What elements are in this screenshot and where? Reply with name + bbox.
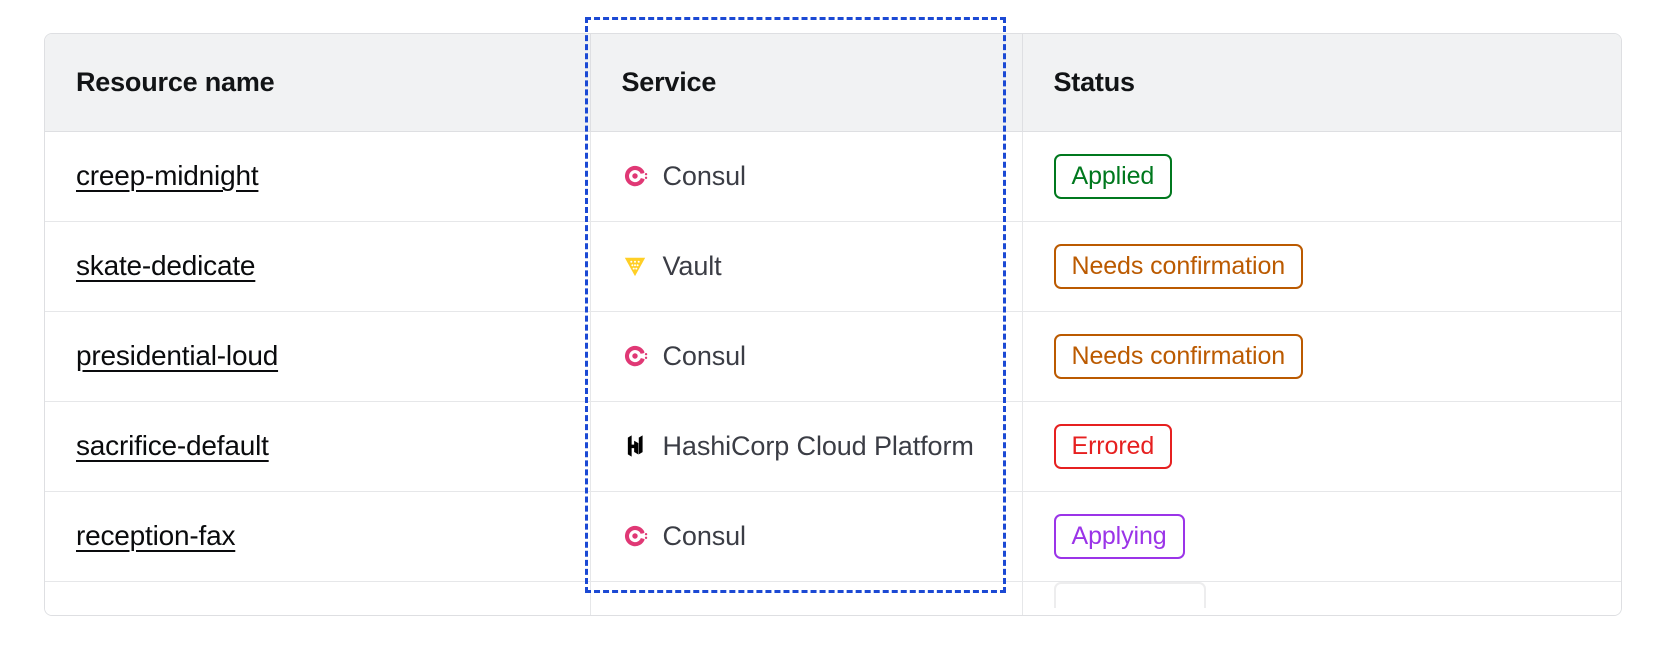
table-header-row: Resource name Service Status bbox=[45, 34, 1621, 132]
vault-icon bbox=[624, 257, 645, 277]
service-value: Consul bbox=[622, 341, 1022, 372]
status-badge-partial bbox=[1053, 581, 1206, 608]
resources-table-container: Resource name Service Status creep-midni… bbox=[44, 33, 1622, 616]
table-row: skate-dedicate bbox=[45, 221, 1621, 312]
table-header: Resource name Service Status bbox=[45, 34, 1621, 132]
cell-service: Vault bbox=[589, 221, 1022, 312]
table-row: creep-midnight Cons bbox=[45, 131, 1621, 222]
table-row-partial bbox=[45, 581, 1621, 615]
service-label: Consul bbox=[662, 160, 747, 191]
cell-service: Consul bbox=[589, 491, 1022, 582]
service-value: Consul bbox=[622, 161, 1022, 192]
status-badge: Needs confirmation bbox=[1053, 333, 1304, 379]
cell-service: Consul bbox=[589, 131, 1022, 222]
service-label: Vault bbox=[662, 250, 722, 281]
column-header-service[interactable]: Service bbox=[589, 34, 1022, 132]
cell-status: Needs confirmation bbox=[1021, 311, 1621, 402]
hashicorp-icon bbox=[627, 435, 643, 457]
cell-status bbox=[1021, 581, 1621, 615]
cell-resource-name: presidential-loud bbox=[45, 311, 590, 402]
column-header-status[interactable]: Status bbox=[1021, 34, 1621, 132]
cell-status: Errored bbox=[1021, 401, 1621, 492]
service-label: HashiCorp Cloud Platform bbox=[662, 430, 974, 461]
cell-status: Applying bbox=[1021, 491, 1621, 582]
resource-name-link[interactable]: creep-midnight bbox=[76, 160, 259, 191]
service-value: Vault bbox=[622, 251, 1022, 282]
service-label: Consul bbox=[662, 520, 747, 551]
status-badge: Errored bbox=[1053, 423, 1173, 469]
consul-icon bbox=[624, 165, 647, 187]
consul-icon bbox=[624, 525, 647, 547]
status-badge: Needs confirmation bbox=[1053, 243, 1304, 289]
cell-status: Applied bbox=[1021, 131, 1621, 222]
status-badge: Applying bbox=[1053, 513, 1185, 559]
cell-resource-name: sacrifice-default bbox=[45, 401, 590, 492]
cell-status: Needs confirmation bbox=[1021, 221, 1621, 312]
table-body: creep-midnight Cons bbox=[45, 131, 1621, 615]
cell-service: HashiCorp Cloud Platform bbox=[589, 401, 1022, 492]
resources-table: Resource name Service Status creep-midni… bbox=[45, 34, 1621, 615]
table-row: presidential-loud C bbox=[45, 311, 1621, 402]
table-row: sacrifice-default HashiCorp Cloud Platfo… bbox=[45, 401, 1621, 492]
resource-name-link[interactable]: sacrifice-default bbox=[76, 430, 269, 461]
consul-icon bbox=[624, 345, 647, 367]
cell-resource-name: creep-midnight bbox=[45, 131, 590, 222]
resource-name-link[interactable]: reception-fax bbox=[76, 520, 236, 551]
status-badge: Applied bbox=[1053, 153, 1173, 199]
cell-service bbox=[589, 581, 1022, 615]
resource-name-link[interactable]: presidential-loud bbox=[76, 340, 279, 371]
cell-resource-name: reception-fax bbox=[45, 491, 590, 582]
service-value: HashiCorp Cloud Platform bbox=[622, 431, 1022, 462]
cell-resource-name bbox=[45, 581, 590, 615]
cell-resource-name: skate-dedicate bbox=[45, 221, 590, 312]
resource-name-link[interactable]: skate-dedicate bbox=[76, 250, 256, 281]
cell-service: Consul bbox=[589, 311, 1022, 402]
service-label: Consul bbox=[662, 340, 747, 371]
column-header-resource-name[interactable]: Resource name bbox=[45, 34, 590, 132]
table-row: reception-fax Consu bbox=[45, 491, 1621, 582]
service-value: Consul bbox=[622, 521, 1022, 552]
